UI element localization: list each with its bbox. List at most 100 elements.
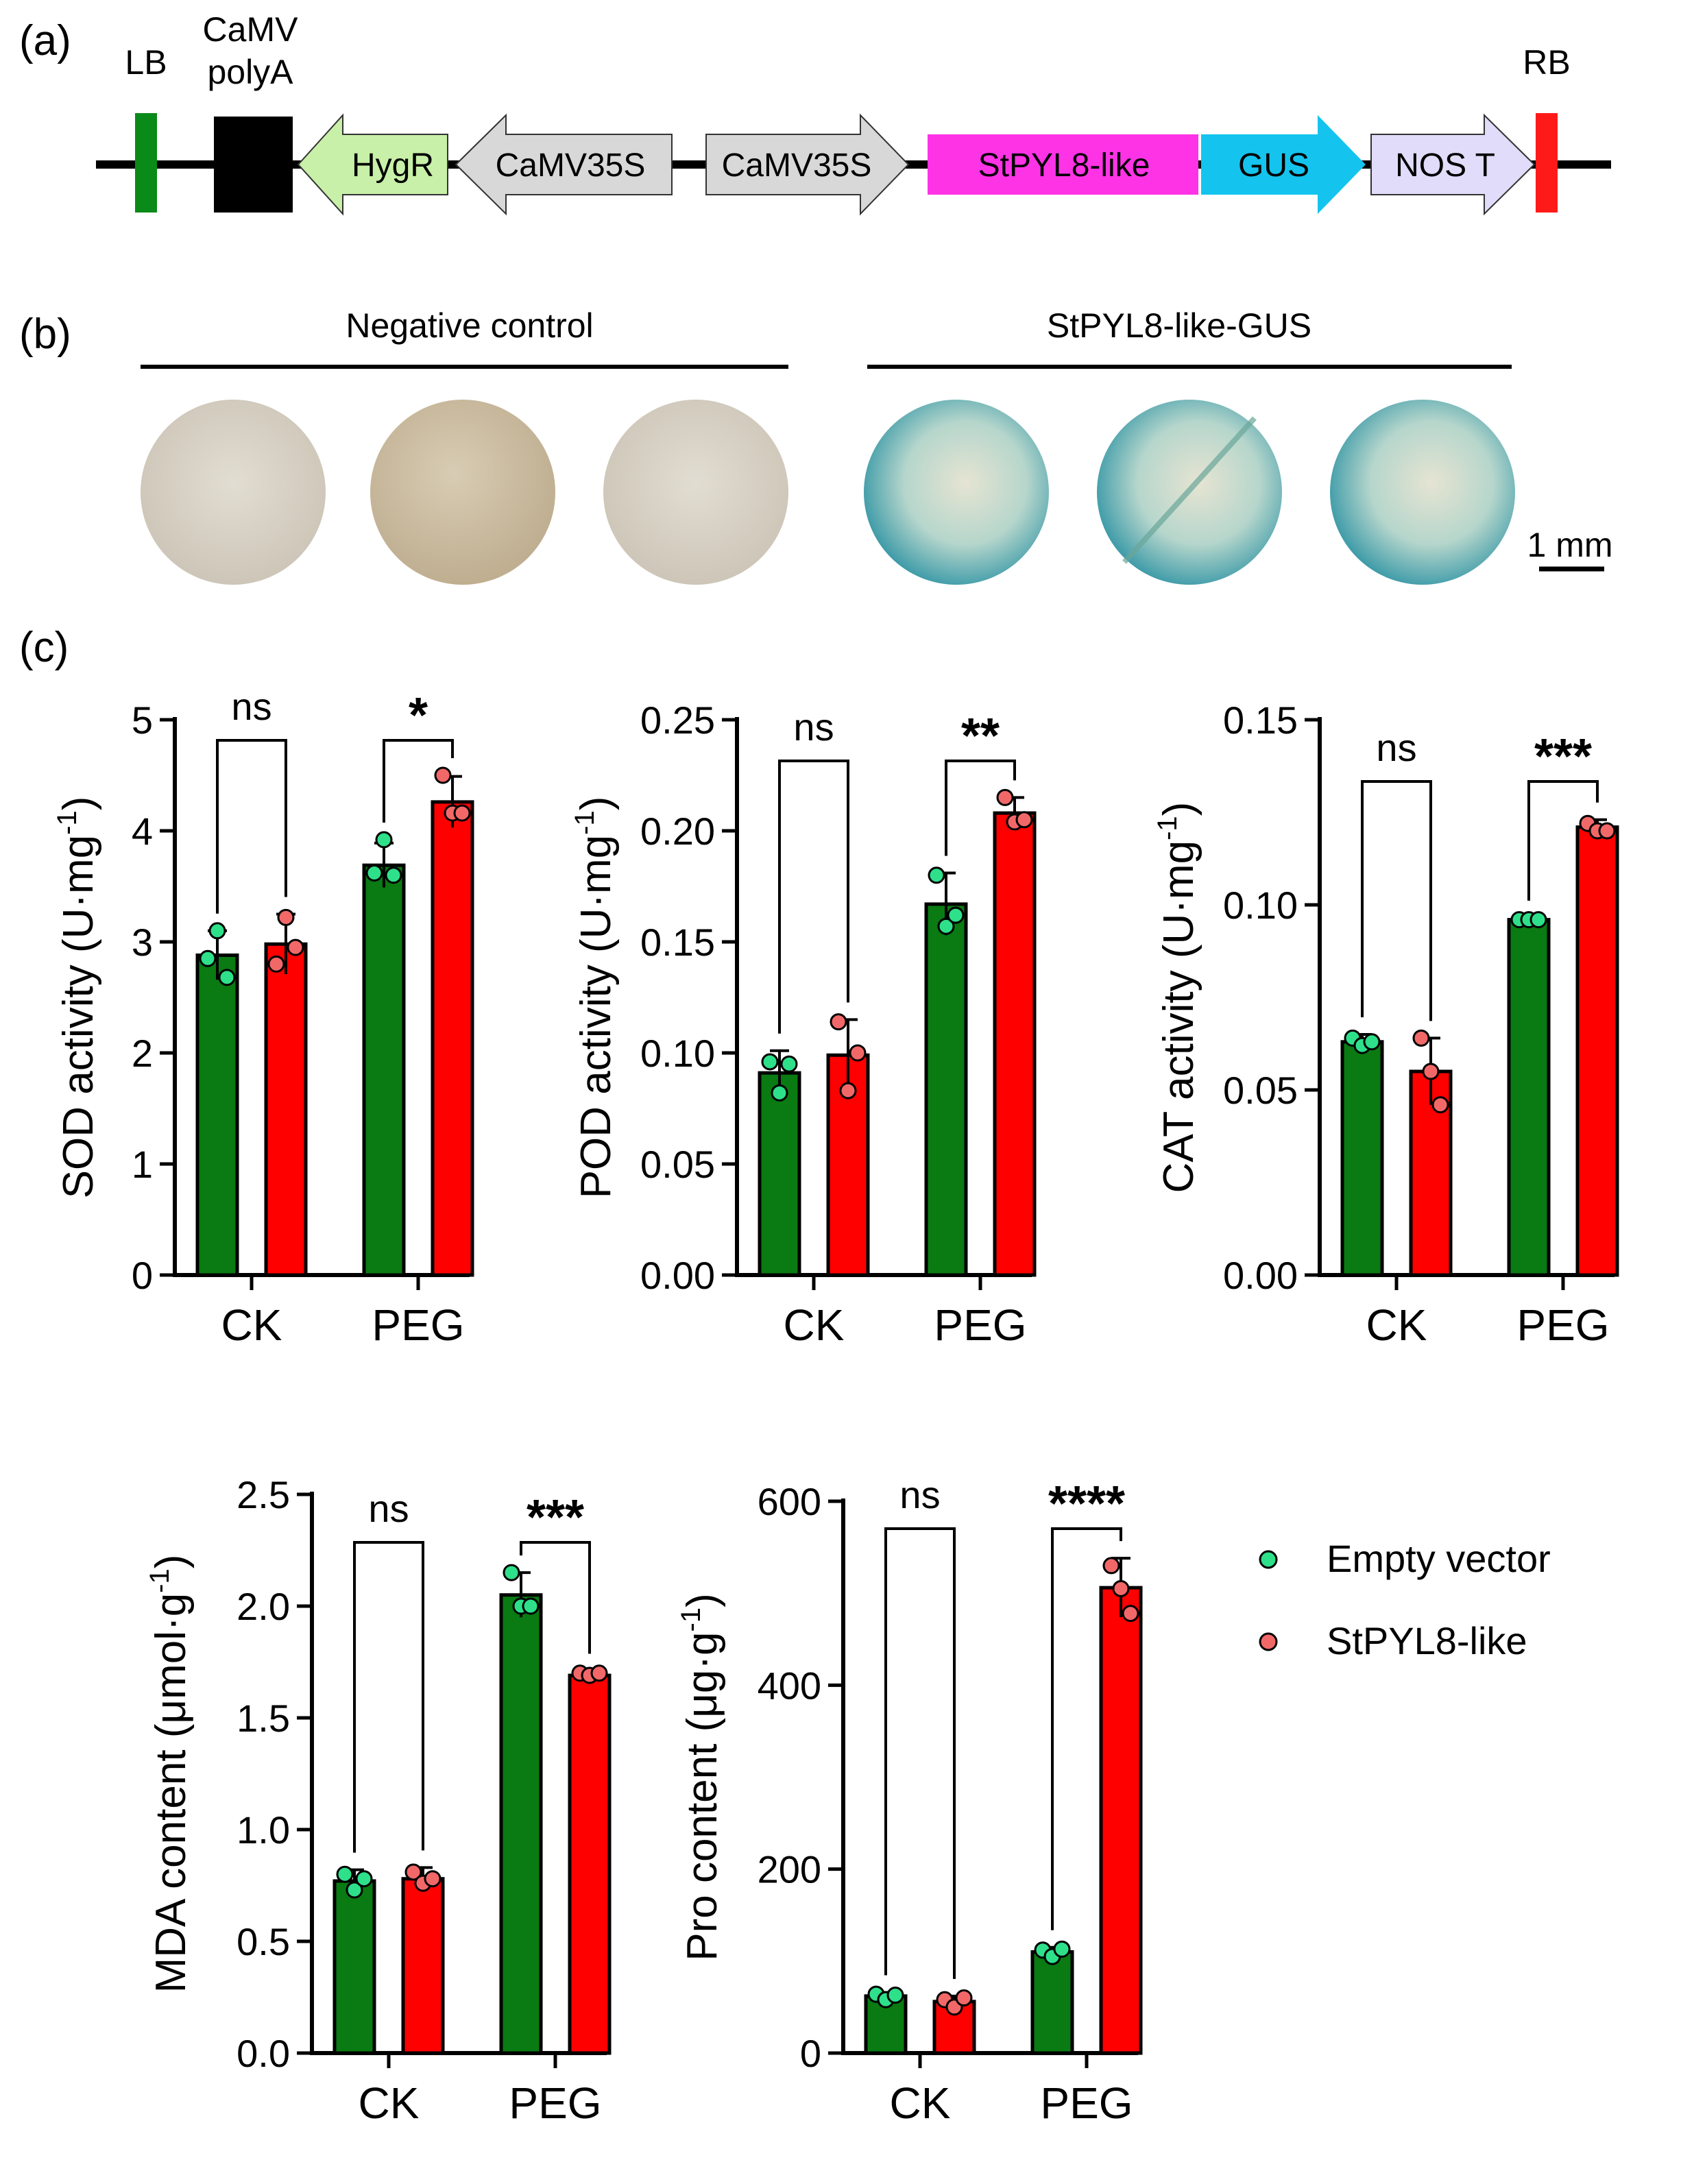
legend: Empty vector StPYL8-like <box>1259 1537 1551 1662</box>
bar-empty-vector-ck <box>1340 1040 1384 1277</box>
data-point <box>1431 1096 1449 1114</box>
y-tick-label: 0 <box>800 2032 821 2075</box>
y-tick-label: 0.00 <box>1223 1254 1298 1297</box>
gus-group-label: StPYL8-like-GUS <box>1047 306 1311 345</box>
x-tick-label: CK <box>784 1300 845 1350</box>
bar-stpyl8-ck <box>401 1877 445 2055</box>
y-tick-label: 0 <box>132 1254 153 1297</box>
bar-stpyl8-ck <box>264 942 308 1277</box>
bar-stpyl8-peg <box>1099 1586 1143 2055</box>
gus-label: GUS <box>1238 147 1309 184</box>
chart-pro: 0 200 400 600 Pro content (μg·g-1) CK ns PEG ***… <box>676 1473 1143 2128</box>
y-tick-label: 1 <box>132 1143 153 1186</box>
y-tick-label: 0.20 <box>640 810 715 853</box>
data-point <box>424 1870 442 1888</box>
data-point <box>385 866 402 884</box>
data-point <box>1422 1063 1440 1080</box>
data-point <box>849 1044 867 1062</box>
camv35s-forward-arrow <box>705 113 910 216</box>
data-point <box>365 864 383 882</box>
data-point <box>453 804 471 822</box>
negative-control-label: Negative control <box>346 306 593 345</box>
data-point <box>1112 1579 1130 1597</box>
data-point <box>522 1597 540 1615</box>
camv35s-reverse-label: CaMV35S <box>496 147 646 184</box>
x-tick-label: CK <box>359 2078 420 2128</box>
bar-empty-vector-ck <box>332 1879 376 2055</box>
data-point <box>761 1053 779 1071</box>
x-tick-label: PEG <box>1516 1300 1609 1350</box>
stpyl8-gene-label: StPYL8-like <box>978 147 1150 184</box>
y-tick-label: 200 <box>758 1848 821 1891</box>
legend-label-stpyl8: StPYL8-like <box>1327 1619 1527 1662</box>
data-point <box>375 831 393 849</box>
x-tick-label: CK <box>1366 1300 1427 1350</box>
y-tick-label: 0.15 <box>1223 699 1298 742</box>
significance-label: ns <box>899 1473 940 1516</box>
polya-label-line2: polyA <box>207 53 293 91</box>
significance-label: * <box>409 688 428 743</box>
y-tick-label: 3 <box>132 921 153 964</box>
y-tick-label: 1.5 <box>237 1697 290 1740</box>
data-point <box>955 1989 973 2006</box>
y-tick-label: 2.5 <box>237 1473 290 1516</box>
data-point <box>1015 811 1033 829</box>
data-point <box>336 1865 354 1883</box>
bar-empty-vector-ck <box>758 1071 801 1277</box>
bar-stpyl8-peg <box>568 1673 612 2055</box>
lb-border <box>135 113 157 213</box>
significance-label: ns <box>368 1487 409 1530</box>
y-tick-label: 400 <box>758 1664 821 1707</box>
y-tick-label: 0.5 <box>237 1920 290 1963</box>
hygr-label: HygR <box>352 147 434 184</box>
legend-marker-stpyl8 <box>1259 1632 1278 1651</box>
bar-empty-vector-ck <box>195 953 239 1277</box>
data-point <box>277 908 295 926</box>
data-point <box>1363 1033 1381 1051</box>
y-tick-label: 0.10 <box>1223 884 1298 927</box>
data-point <box>503 1564 520 1581</box>
panel-label-c: (c) <box>19 624 69 671</box>
bar-empty-vector-ck <box>864 1994 908 2055</box>
x-tick-label: PEG <box>1040 2078 1133 2128</box>
polya-label-line1: CaMV <box>203 10 299 49</box>
data-point <box>947 906 965 924</box>
y-axis-label: POD activity (U·mg-1) <box>570 797 620 1199</box>
camv35s-forward-label: CaMV35S <box>722 147 872 184</box>
data-point <box>1412 1029 1430 1047</box>
leaf-disc-negative-1 <box>141 400 326 585</box>
chart-pod: 0.00 0.05 0.10 0.15 0.20 0.25 POD activity (U·… <box>570 699 1037 1350</box>
bar-empty-vector-peg <box>499 1593 543 2055</box>
y-axis-label: MDA content (μmol·g-1) <box>145 1555 195 1993</box>
legend-marker-empty-vector <box>1259 1550 1278 1569</box>
data-point <box>434 766 452 784</box>
significance-bracket <box>216 739 287 914</box>
y-tick-label: 0.05 <box>1223 1069 1298 1112</box>
panel-label-a: (a) <box>19 17 71 64</box>
data-point <box>937 917 955 935</box>
y-tick-label: 0.00 <box>640 1254 715 1297</box>
y-tick-label: 0.15 <box>640 921 715 964</box>
rb-label: RB <box>1523 43 1570 82</box>
stpyl8-gene-block <box>928 134 1198 195</box>
gus-arrow <box>1201 115 1366 214</box>
significance-label: ns <box>1376 726 1416 769</box>
significance-bracket <box>353 1541 424 1853</box>
data-point <box>771 1084 788 1102</box>
significance-bracket <box>1527 780 1599 901</box>
y-tick-label: 5 <box>132 699 153 742</box>
leaf-vein <box>1122 416 1257 564</box>
y-tick-label: 4 <box>132 810 153 853</box>
chart-sod: 0 1 2 3 4 5 SOD activity (U·mg-1) CK ns PEG * <box>52 685 474 1350</box>
data-point <box>780 1055 798 1073</box>
significance-bracket <box>383 739 454 823</box>
bar-empty-vector-peg <box>1507 918 1551 1277</box>
data-point <box>404 1863 422 1881</box>
nos-terminator-label: NOS T <box>1395 147 1495 184</box>
data-point <box>928 866 945 884</box>
scale-bar-label: 1 mm <box>1527 526 1613 564</box>
y-axis-label: SOD activity (U·mg-1) <box>52 797 102 1199</box>
data-point <box>1102 1557 1120 1575</box>
significance-bracket <box>884 1527 956 1979</box>
